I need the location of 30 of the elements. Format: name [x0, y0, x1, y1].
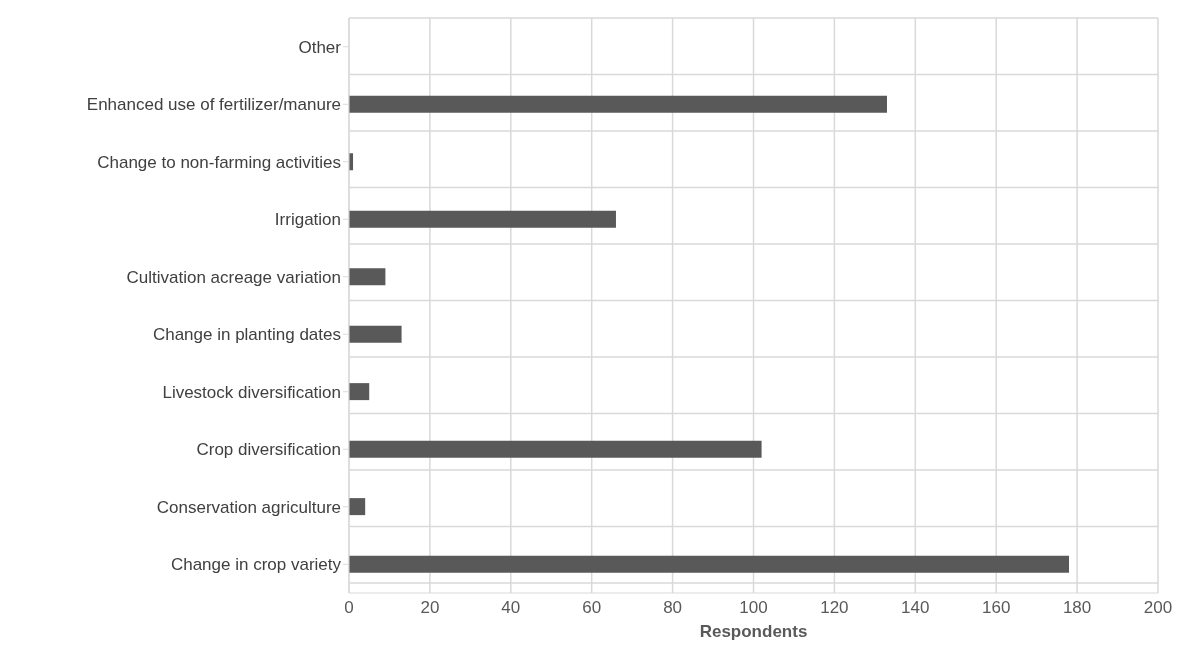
x-tick-label: 140: [901, 598, 930, 618]
y-tick-label: Change to non-farming activities: [97, 152, 341, 172]
x-tick-label: 100: [739, 598, 768, 618]
bar: [349, 383, 370, 401]
y-tick-label: Cultivation acreage variation: [126, 267, 341, 287]
y-tick-label: Irrigation: [274, 210, 341, 230]
y-tick-label: Livestock diversification: [162, 382, 341, 402]
x-tick-label: 80: [663, 598, 683, 618]
bar: [349, 555, 1070, 573]
x-tick-label: 60: [582, 598, 602, 618]
y-tick-label: Crop diversification: [196, 440, 341, 460]
x-tick-label: 40: [501, 598, 521, 618]
bar: [349, 210, 616, 228]
y-tick-label: Conservation agriculture: [156, 497, 341, 517]
y-tick-label: Change in crop variety: [170, 555, 342, 575]
x-axis-title: Respondents: [699, 622, 808, 642]
x-tick-label: 20: [420, 598, 440, 618]
y-tick-label: Other: [298, 37, 342, 57]
y-tick-label: Enhanced use of fertilizer/manure: [86, 95, 341, 115]
x-tick-label: 200: [1143, 598, 1173, 618]
bar: [349, 498, 366, 516]
bar: [349, 325, 402, 343]
bar: [349, 268, 386, 286]
x-tick-label: 0: [344, 598, 354, 618]
y-tick-label: Change in planting dates: [152, 325, 341, 345]
bar: [349, 95, 887, 113]
x-tick-label: 120: [820, 598, 849, 618]
bar: [349, 440, 762, 458]
x-tick-label: 180: [1062, 598, 1092, 618]
x-tick-label: 160: [982, 598, 1011, 618]
